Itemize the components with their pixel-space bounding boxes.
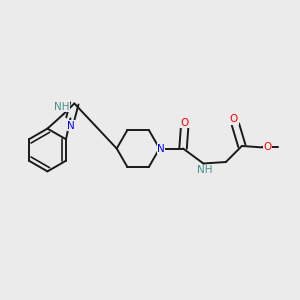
Text: O: O bbox=[263, 142, 272, 152]
Text: O: O bbox=[180, 118, 189, 128]
Text: NH: NH bbox=[196, 165, 212, 175]
Text: N: N bbox=[67, 121, 75, 131]
Text: NH: NH bbox=[54, 102, 70, 112]
Text: N: N bbox=[157, 143, 165, 154]
Text: O: O bbox=[230, 114, 238, 124]
